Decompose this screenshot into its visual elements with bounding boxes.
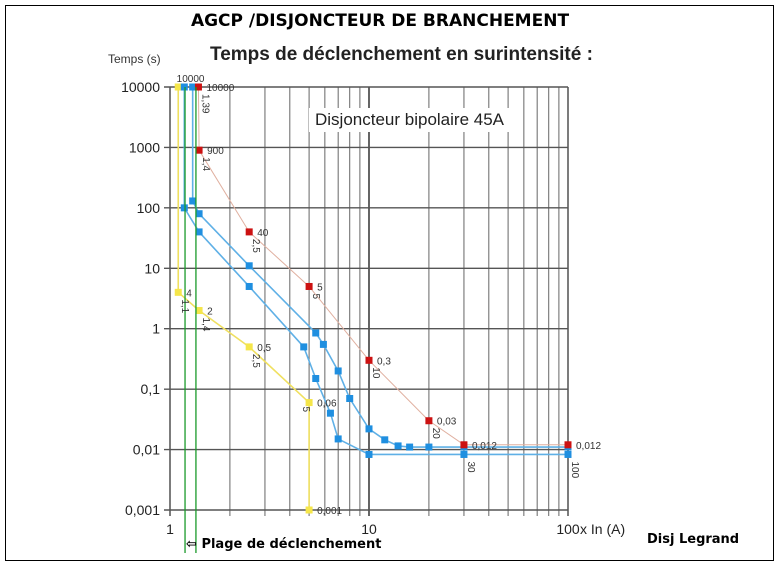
y-tick-label: 1000 <box>129 139 160 155</box>
data-point <box>174 288 182 296</box>
x-tick-label: 10 <box>361 521 377 537</box>
current-label: 20 <box>430 428 441 440</box>
data-point <box>195 210 203 218</box>
data-point <box>195 146 203 154</box>
value-label: 0,012 <box>576 441 601 452</box>
data-point <box>305 282 313 290</box>
value-label: 10000 <box>177 74 205 85</box>
data-point <box>346 395 354 403</box>
y-tick-label: 0,01 <box>133 442 160 458</box>
series-line <box>177 87 310 510</box>
x-axis-label: x In (A) <box>580 521 625 537</box>
data-point <box>194 83 202 91</box>
current-label: 1,4 <box>200 157 211 171</box>
x-tick-label: 1 <box>166 521 174 537</box>
data-point <box>305 399 313 407</box>
y-tick-label: 10000 <box>121 79 160 95</box>
current-label: 2,5 <box>250 239 261 253</box>
current-label: 5 <box>300 407 311 413</box>
data-point <box>365 356 373 364</box>
data-point <box>174 83 182 91</box>
data-point <box>312 375 320 383</box>
y-tick-label: 0,1 <box>141 381 161 397</box>
value-label: 5 <box>317 282 323 293</box>
trip-range-text: Plage de déclenchement <box>201 537 382 552</box>
data-point <box>312 329 320 337</box>
data-point <box>425 417 433 425</box>
trip-range-label: ⇦ Plage de déclenchement <box>186 537 381 552</box>
data-point <box>406 443 414 451</box>
value-label: 2 <box>207 307 213 318</box>
chart-subtitle: Temps de déclenchement en surintensité : <box>210 44 593 65</box>
value-label: 4 <box>186 288 192 299</box>
value-label: 0,06 <box>317 399 337 410</box>
data-point <box>365 450 373 458</box>
data-point <box>245 282 253 290</box>
data-point <box>326 409 334 417</box>
arrow-left-outline-icon: ⇦ <box>186 537 197 552</box>
data-point <box>245 343 253 351</box>
data-point <box>195 307 203 315</box>
data-point <box>334 435 342 443</box>
current-label: 1,4 <box>200 318 211 332</box>
y-tick-label: 1 <box>152 321 160 337</box>
data-point <box>394 442 402 450</box>
value-label: 0,012 <box>472 441 497 452</box>
data-point <box>425 443 433 451</box>
data-point <box>195 228 203 236</box>
data-point <box>564 441 572 449</box>
current-label: 10 <box>370 367 381 379</box>
value-label: 0,001 <box>317 506 342 517</box>
value-label: 0,03 <box>437 417 457 428</box>
series-line <box>197 86 568 446</box>
current-label: 5 <box>310 293 321 299</box>
data-point <box>365 425 373 433</box>
breaker-label: Disjoncteur bipolaire 45A <box>309 108 510 132</box>
data-point <box>305 506 313 514</box>
data-point <box>189 197 197 205</box>
data-point <box>180 83 188 91</box>
data-point <box>381 436 389 444</box>
data-point <box>564 450 572 458</box>
data-point <box>189 83 197 91</box>
series-line <box>183 87 568 456</box>
current-label: 2,5 <box>250 354 261 368</box>
figure-frame <box>5 5 774 561</box>
page-title: AGCP /DISJONCTEUR DE BRANCHEMENT <box>190 11 570 31</box>
data-point <box>180 204 188 212</box>
current-label: 100 <box>569 461 580 478</box>
current-label: 30 <box>465 461 476 473</box>
y-tick-label: 100 <box>137 200 161 216</box>
data-point <box>245 262 253 270</box>
y-tick-label: 0,001 <box>125 502 160 518</box>
value-label: 900 <box>207 146 224 157</box>
value-label: 40 <box>257 228 269 239</box>
current-label: 1,39 <box>199 94 210 114</box>
value-label: 0,3 <box>377 356 391 367</box>
data-point <box>319 340 327 348</box>
data-point <box>460 441 468 449</box>
current-label: 1,1 <box>179 299 190 313</box>
x-tick-label: 100 <box>556 521 580 537</box>
value-label: 0,5 <box>257 343 271 354</box>
y-axis-label: Temps (s) <box>108 52 161 66</box>
data-point <box>334 367 342 375</box>
data-point <box>460 450 468 458</box>
brand-label: Disj Legrand <box>647 532 740 547</box>
value-label: 10000 <box>206 83 234 94</box>
y-tick-label: 10 <box>144 260 160 276</box>
data-point <box>245 228 253 236</box>
data-point <box>300 343 308 351</box>
